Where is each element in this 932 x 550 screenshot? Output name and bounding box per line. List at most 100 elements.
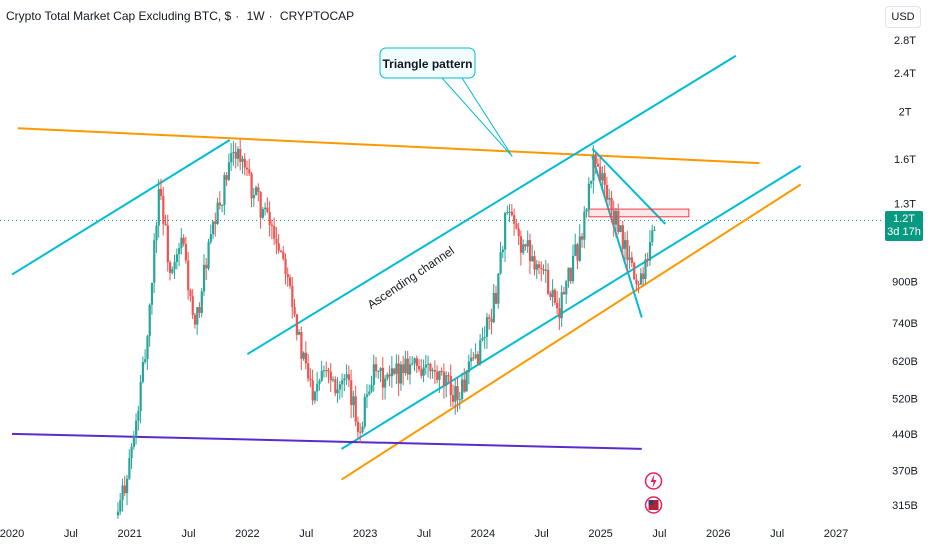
channel-upper-line[interactable]: [246, 54, 737, 355]
y-tick-label: 520B: [892, 393, 918, 405]
candle-body: [316, 383, 319, 392]
candle-body: [322, 370, 326, 372]
y-tick-label: 740B: [892, 318, 918, 330]
y-tick-label: 620B: [892, 356, 918, 368]
candle-body: [252, 195, 255, 199]
candle-body: [336, 389, 339, 394]
candle-body: [282, 251, 285, 259]
currency-button[interactable]: USD: [885, 6, 921, 28]
candle-body: [379, 367, 382, 372]
candle-body: [255, 187, 258, 196]
candle-body: [479, 340, 482, 364]
triangle-upper-line[interactable]: [591, 148, 667, 225]
candle-body: [370, 384, 373, 392]
candle-body: [198, 307, 201, 313]
candle-body: [239, 148, 242, 162]
candle-body: [508, 211, 511, 213]
channel-lower-line[interactable]: [341, 165, 802, 450]
candle-body: [320, 370, 323, 381]
chart-title: Crypto Total Market Cap Excluding BTC, $…: [6, 9, 355, 23]
candle-body: [216, 202, 219, 224]
drawing-lines[interactable]: [11, 54, 802, 481]
horizontal-support-line[interactable]: [11, 432, 642, 450]
time-axis[interactable]: 2020 Jul 2021 Jul 2022 Jul 2023 Jul 2024 Jul 2025 J…: [0, 528, 848, 540]
candle-body: [447, 375, 450, 377]
candle-body: [610, 197, 613, 211]
candle-body: [510, 211, 514, 216]
candle-body: [298, 332, 301, 335]
candle-body: [302, 352, 305, 359]
candle-body: [318, 380, 321, 384]
resistance-box[interactable]: [588, 208, 690, 218]
resistance-line[interactable]: [17, 127, 760, 165]
candle-body: [304, 352, 308, 364]
candle-body: [148, 304, 151, 337]
candle-body: [273, 226, 276, 239]
candle-body: [463, 379, 466, 392]
candle-body: [390, 368, 394, 377]
candle-body: [169, 262, 172, 273]
candle-body: [388, 374, 391, 377]
candle-body: [470, 357, 473, 362]
candle-body: [377, 371, 380, 373]
candle-body: [350, 380, 353, 406]
candle-body: [365, 394, 369, 397]
candle-body: [173, 261, 176, 270]
candle-body: [483, 336, 486, 338]
candle-body: [221, 205, 224, 207]
candle-body: [202, 264, 206, 292]
candle-body: [476, 354, 480, 364]
candle-body: [193, 314, 197, 325]
candle-body: [209, 234, 212, 242]
candle-body: [180, 237, 183, 248]
symbol-title: Crypto Total Market Cap Excluding BTC, $: [6, 9, 232, 23]
callout-box: [379, 47, 476, 79]
candle-body: [347, 374, 351, 381]
candle-body: [560, 292, 563, 319]
candle-body: [225, 175, 228, 180]
triangle-lower-line[interactable]: [591, 156, 643, 318]
candle-body: [639, 273, 643, 285]
candle-body: [481, 337, 484, 341]
candle-body: [243, 158, 246, 168]
y-tick-label: 1.6T: [894, 154, 916, 166]
candle-body: [393, 368, 396, 374]
candle-body: [608, 197, 611, 200]
candle-body: [630, 257, 634, 264]
interval-label[interactable]: 1W: [246, 9, 265, 23]
price-axis[interactable]: 2.8T 2.4T 2T 1.6T 1.3T 900B 740B 620B 520B 440B 37…: [892, 35, 918, 512]
candle-body: [449, 375, 452, 396]
candle-body: [293, 307, 296, 315]
candle-body: [372, 364, 375, 385]
candle-body: [223, 175, 226, 206]
candle-body: [123, 485, 126, 494]
x-tick-label: 2024: [471, 528, 495, 540]
candle-body: [261, 209, 265, 218]
candle-body: [159, 189, 163, 196]
candle-body: [404, 358, 407, 374]
support-trend-line[interactable]: [341, 183, 802, 481]
candle-body: [605, 184, 609, 200]
candle-body: [300, 332, 303, 359]
candle-body: [162, 195, 165, 224]
candle-body: [345, 374, 348, 379]
candle-body: [232, 151, 235, 154]
candle-body: [248, 169, 251, 174]
candle-body: [633, 263, 636, 280]
candle-body: [268, 211, 271, 225]
candle-body: [178, 247, 181, 255]
candle-body: [553, 289, 557, 303]
candle-body: [331, 379, 335, 381]
candle-body: [497, 273, 500, 304]
candle-body: [259, 191, 262, 218]
flag-canton: [648, 500, 654, 505]
y-tick-label: 2T: [899, 107, 912, 119]
candle-body: [526, 240, 529, 247]
y-tick-label: 370B: [892, 466, 918, 478]
candle-body: [585, 209, 588, 212]
upper-channel-line-2021[interactable]: [11, 139, 231, 276]
candle-body: [587, 183, 590, 210]
candle-body: [125, 478, 129, 494]
candle-body: [381, 367, 384, 388]
